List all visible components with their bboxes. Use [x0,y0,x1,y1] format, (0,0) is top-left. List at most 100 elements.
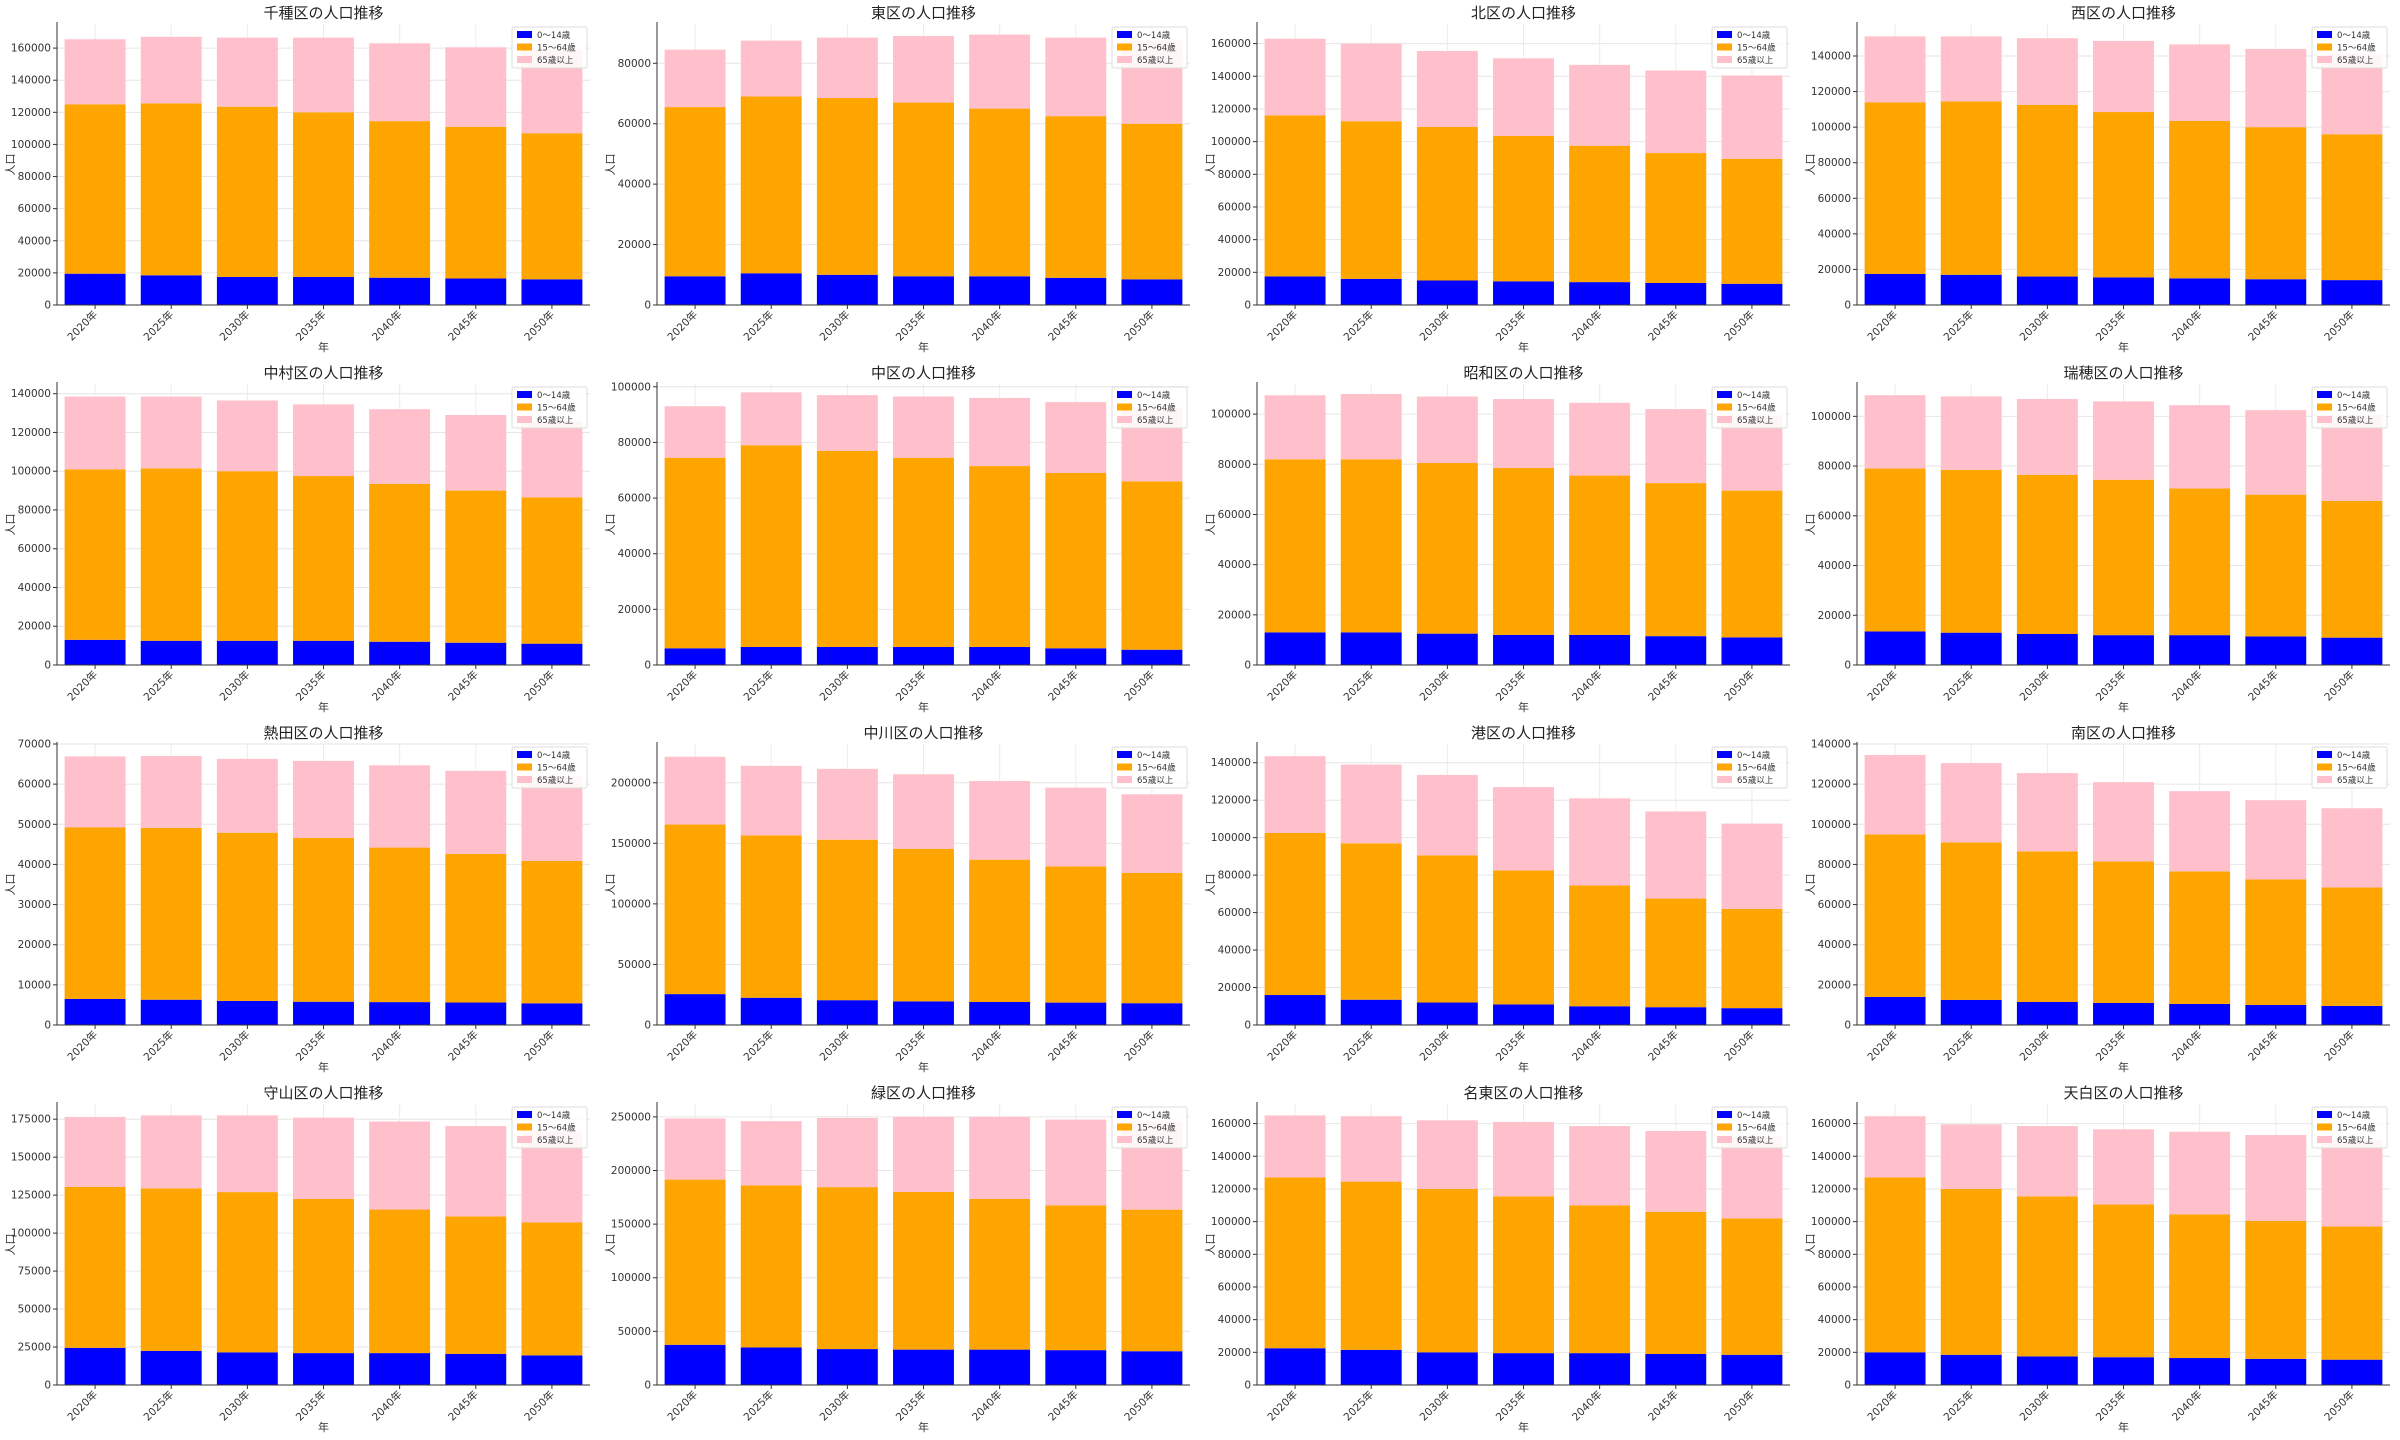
y-tick-label: 100000 [11,1228,51,1240]
y-axis-label: 人口 [1804,154,1817,176]
bar-segment [369,847,431,1003]
y-tick-label: 80000 [1818,461,1851,473]
bar-segment [816,1117,878,1188]
bar-segment [64,998,126,1025]
legend-swatch [1717,403,1732,411]
bar-segment [1569,885,1631,1007]
legend-swatch [1717,416,1732,423]
y-tick-label: 0 [44,300,51,312]
bar-segment [1721,283,1783,305]
bar-segment [1864,468,1926,632]
bar-segment [664,1118,726,1180]
bar-segment [2093,40,2154,113]
bar-segment [2016,1196,2078,1357]
bar-segment [893,1001,954,1025]
y-tick-label: 50000 [18,819,51,831]
legend-swatch [2317,56,2332,63]
bar-segment [293,404,354,477]
y-tick-label: 250000 [611,1111,651,1123]
x-tick-label: 2035年 [2093,1388,2129,1424]
bar-segment [2245,1220,2307,1359]
bar-segment [64,756,126,828]
bar-segment [893,1349,954,1385]
y-axis-label: 人口 [4,514,17,536]
legend-label: 15～64歳 [1737,43,1776,54]
bar-segment [1416,50,1478,127]
bar-segment [664,824,726,995]
y-tick-label: 100000 [1811,1216,1851,1228]
chart-panel-9: 熱田区の人口推移 0 10000 20000 30000 40000 50000 60000 7… [4,724,590,1074]
bar-segment [1645,1353,1707,1385]
y-tick-label: 100000 [11,139,51,151]
y-tick-label: 20000 [1218,982,1251,994]
bar-segment [2245,494,2307,637]
bar-segment [216,276,278,305]
chart-panel-1: 千種区の人口推移 0 20000 40000 60000 80000 100000 12000… [4,4,590,354]
chart-title: 名東区の人口推移 [1463,1084,1583,1102]
x-tick-label: 2035年 [1493,1028,1529,1064]
y-tick-label: 20000 [18,939,51,951]
legend-label: 0～14歳 [2337,30,2371,41]
bar-segment [1569,1205,1631,1354]
bar-segment [1045,1002,1107,1025]
y-tick-label: 80000 [18,504,51,516]
y-tick-label: 20000 [618,604,651,616]
x-tick-label: 2020年 [65,1028,101,1064]
bar-segment [664,756,726,825]
legend-label: 65歳以上 [1737,55,1774,66]
bar-segment [216,832,278,1001]
y-tick-label: 80000 [1818,1249,1851,1261]
legend-label: 0～14歳 [1137,750,1171,761]
x-tick-label: 2050年 [522,668,558,704]
legend-swatch [517,391,532,398]
bar-segment [1264,632,1326,665]
bar-segment [1940,274,2002,305]
bar-segment [2169,791,2231,872]
bar-segment [2016,773,2078,852]
legend-swatch [2317,751,2332,758]
y-tick-label: 40000 [18,859,51,871]
x-tick-label: 2040年 [1569,668,1605,704]
x-tick-label: 2040年 [969,668,1005,704]
chart-title: 守山区の人口推移 [263,1084,383,1102]
bar-segment [816,450,878,647]
y-tick-label: 20000 [1818,264,1851,276]
y-tick-label: 60000 [618,493,651,505]
legend-label: 65歳以上 [1737,1135,1774,1146]
bar-segment [1645,898,1707,1008]
bar-segment [521,1003,583,1025]
chart-panel-6: 中区の人口推移 0 20000 40000 60000 80000 100000 2020年 2… [604,364,1190,714]
y-tick-label: 140000 [1211,1151,1251,1163]
x-tick-label: 2050年 [2322,1028,2358,1064]
legend-swatch [1117,56,1132,63]
bar-segment [816,1187,878,1350]
bar-segment [1569,634,1631,665]
bar-segment [740,835,802,998]
y-tick-label: 60000 [1218,907,1251,919]
chart-panel-2: 東区の人口推移 0 20000 40000 60000 80000 2020年 2025年 20… [604,4,1190,354]
bar-segment [521,420,583,498]
bar-segment [664,276,726,305]
x-tick-label: 2045年 [2245,668,2281,704]
y-tick-label: 0 [1244,300,1251,312]
legend-swatch [1117,751,1132,758]
legend-swatch [517,763,532,771]
bar-segment [969,34,1031,109]
bar-segment [969,646,1031,665]
bar-segment [2321,1226,2383,1360]
x-tick-label: 2025年 [1941,668,1977,704]
legend-swatch [517,56,532,63]
x-tick-label: 2045年 [1045,668,1081,704]
x-axis-label: 年 [1518,1420,1529,1434]
x-tick-label: 2050年 [522,1028,558,1064]
bar-segment [369,1002,431,1025]
y-tick-label: 0 [644,1380,651,1392]
bar-segment [2093,277,2154,305]
bar-segment [1645,409,1707,484]
y-tick-label: 175000 [11,1114,51,1126]
legend-swatch [1717,763,1732,771]
legend-swatch [2317,43,2332,51]
legend-label: 0～14歳 [2337,1110,2371,1121]
x-tick-label: 2030年 [1417,1028,1453,1064]
